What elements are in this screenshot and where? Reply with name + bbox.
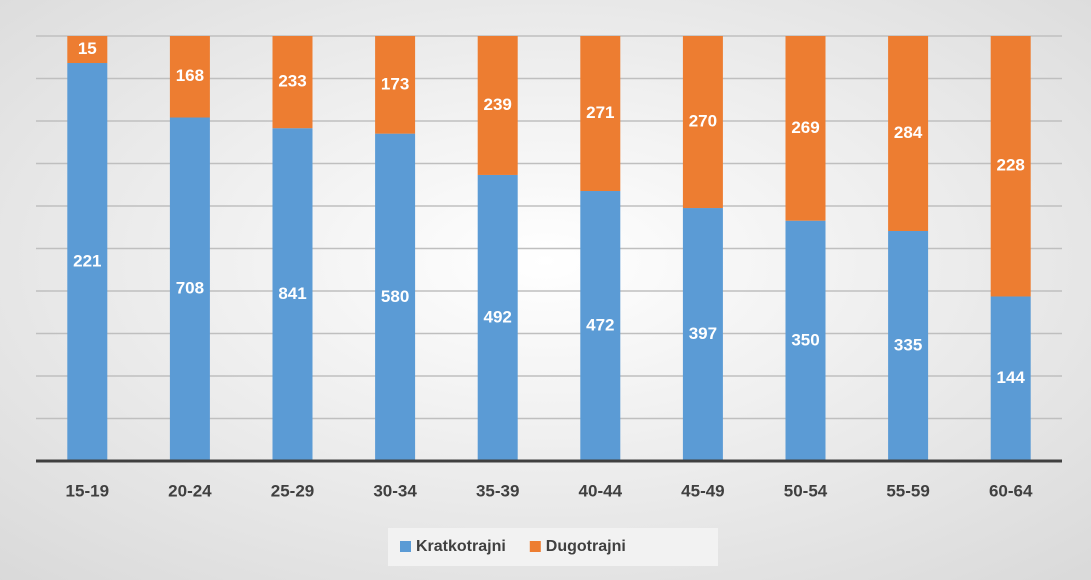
x-tick-label: 15-19 [66,481,109,500]
x-tick-label: 55-59 [886,481,929,500]
data-label: 228 [997,156,1025,175]
bar-segment [990,296,1031,461]
bar-segment [67,36,108,64]
data-label: 271 [586,103,614,122]
legend-swatch [529,541,541,552]
x-tick-label: 50-54 [784,481,828,500]
data-label: 269 [791,118,819,137]
legend-box [388,528,718,566]
bar-segment [477,36,518,175]
bar-segment [990,36,1031,297]
x-tick-label: 20-24 [168,481,212,500]
bar-segment [477,174,518,461]
bar-segment [272,36,313,129]
x-tick-label: 40-44 [579,481,623,500]
data-label: 270 [689,112,717,131]
data-label: 233 [278,72,306,91]
data-label: 284 [894,123,923,142]
data-label: 221 [73,251,101,270]
legend-swatch [400,541,411,552]
bar-segment [169,36,210,118]
x-tick-label: 25-29 [271,481,314,500]
data-label: 239 [484,95,512,114]
legend-label: Kratkotrajni [416,538,506,555]
data-label: 144 [997,368,1026,387]
data-label: 708 [176,279,204,298]
data-label: 173 [381,74,409,93]
bar-segment [169,117,210,462]
x-tick-label: 35-39 [476,481,519,500]
data-label: 397 [689,324,717,343]
bar-segment [375,133,416,461]
x-tick-label: 60-64 [989,481,1033,500]
data-label: 492 [484,307,512,326]
data-label: 841 [278,284,306,303]
bar-segment [580,36,621,192]
x-tick-label: 30-34 [373,481,417,500]
data-label: 472 [586,315,614,334]
bar-segment [682,208,723,461]
bar-segment [785,36,826,221]
data-label: 580 [381,287,409,306]
x-tick-label: 45-49 [681,481,724,500]
bar-segment [272,128,313,462]
bar-segment [785,220,826,461]
bar-segment [888,36,929,231]
data-label: 350 [791,330,819,349]
bar-segment [888,230,929,461]
data-label: 15 [78,39,97,58]
bar-segment [375,36,416,134]
bar-segment [682,36,723,209]
legend-label: Dugotrajni [546,538,626,555]
data-label: 168 [176,66,204,85]
data-label: 335 [894,335,922,354]
bar-segment [580,191,621,461]
bar-segment [67,63,108,462]
